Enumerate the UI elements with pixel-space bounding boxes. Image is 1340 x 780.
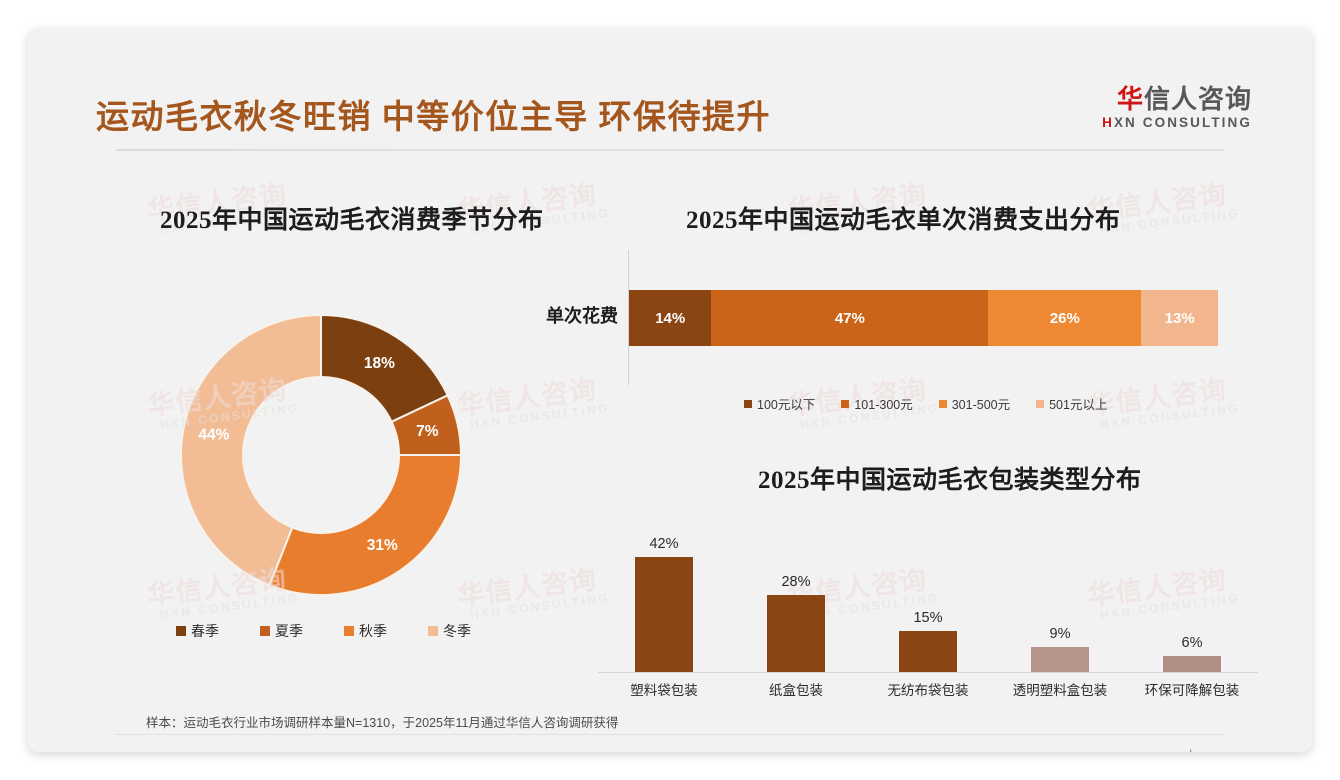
bar-value-label: 9% [1049, 626, 1071, 643]
legend-swatch-icon [841, 399, 850, 408]
stacked-bar-segment[interactable]: 26% [988, 290, 1142, 346]
logo-cn-accent: 华 [1116, 85, 1144, 114]
bar-column[interactable]: 42% [598, 513, 730, 672]
stacked-chart-category-label: 单次花费 [546, 306, 618, 326]
bar-chart-columns: 42% 28% 15% 9% 6% [598, 513, 1258, 672]
stacked-chart-legend: 100元以下 101-300元 301-500元 501元以上 [744, 394, 1107, 413]
donut-chart-title: 2025年中国运动毛衣消费季节分布 [160, 207, 544, 234]
donut-slice[interactable] [180, 313, 322, 587]
bar-chart-title: 2025年中国运动毛衣包装类型分布 [758, 467, 1142, 494]
legend-item[interactable]: 100元以下 [744, 394, 815, 413]
donut-chart-legend: 春季 夏季 秋季 冬季 [176, 621, 471, 641]
stacked-bar-chart: 单次花费 14% 47% 26% 13% [546, 250, 1228, 385]
bar-chart-baseline [598, 672, 1258, 673]
logo-en-rest: XN CONSULTING [1113, 115, 1252, 131]
legend-label: 春季 [191, 623, 219, 639]
legend-label: 100元以下 [757, 398, 816, 412]
bar-rect [899, 630, 957, 672]
legend-item[interactable]: 101-300元 [841, 394, 913, 413]
logo-chinese-text: 华信人咨询 [1102, 86, 1252, 113]
copyright-text: ©2026.1 HXR华信人咨询 [128, 748, 268, 752]
legend-swatch-icon [938, 399, 947, 408]
legend-item[interactable]: 冬季 [428, 621, 471, 641]
legend-swatch-icon [744, 399, 752, 408]
bar-category-label: 塑料袋包装 [630, 683, 698, 698]
bar-chart-category-labels: 塑料袋包装 纸盒包装 无纺布袋包装 透明塑料盒包装 环保可降解包装 [598, 679, 1258, 699]
legend-swatch-icon [1036, 399, 1045, 408]
donut-slice[interactable] [268, 454, 463, 596]
bar-value-label: 28% [781, 574, 811, 590]
slide-footer: ©2026.1 HXR华信人咨询 www.hxrcon.com [28, 742, 1312, 752]
bar-category-label: 无纺布袋包装 [887, 683, 969, 698]
website-text: www.hxrcon.com [1160, 748, 1254, 752]
slide-canvas: 华信人咨询 HXN CONSULTING 华信人咨询 HXN CONSULTING 华信… [28, 28, 1312, 752]
bar-category-label: 纸盒包装 [769, 683, 823, 698]
watermark: 华信人咨询 HXN CONSULTING [455, 374, 611, 433]
page-title: 运动毛衣秋冬旺销 中等价位主导 环保待提升 [96, 100, 771, 136]
legend-swatch-icon [176, 626, 186, 636]
legend-item[interactable]: 501元以上 [1036, 394, 1107, 413]
donut-chart-svg: 18% 7% 31% 44% [180, 313, 463, 596]
donut-slice-value: 7% [416, 423, 439, 440]
bar-column[interactable]: 28% [730, 513, 862, 672]
stacked-bar-segment[interactable]: 47% [711, 290, 989, 346]
bar-chart: 42% 28% 15% 9% 6% [598, 513, 1258, 673]
legend-label: 301-500元 [951, 398, 1011, 412]
legend-label: 秋季 [359, 623, 387, 639]
donut-slice-value: 31% [367, 537, 398, 554]
donut-slice-value: 44% [198, 427, 229, 444]
legend-swatch-icon [344, 626, 354, 636]
bar-column[interactable]: 15% [862, 513, 994, 672]
slide-header: 运动毛衣秋冬旺销 中等价位主导 环保待提升 华信人咨询 HXN CONSULTI… [28, 28, 1312, 146]
logo-cn-rest: 信人咨询 [1143, 85, 1252, 114]
sample-note: 样本：运动毛衣行业市场调研样本量N=1310，于2025年11月通过华信人咨询调… [146, 716, 619, 730]
donut-slice-value: 18% [364, 355, 395, 372]
legend-item[interactable]: 秋季 [344, 621, 387, 641]
bar-value-label: 15% [913, 609, 943, 626]
bar-rect [635, 556, 693, 672]
legend-swatch-icon [260, 626, 270, 636]
watermark: 华信人咨询 HXN CONSULTING [455, 564, 611, 623]
bar-column[interactable]: 9% [994, 513, 1126, 672]
bar-rect [1163, 655, 1221, 672]
bar-rect [767, 595, 825, 672]
legend-label: 101-300元 [854, 398, 913, 412]
bar-category-label: 环保可降解包装 [1144, 683, 1240, 698]
donut-slices [180, 313, 463, 596]
legend-swatch-icon [428, 626, 438, 636]
legend-item[interactable]: 301-500元 [938, 394, 1011, 413]
bar-value-label: 6% [1181, 634, 1203, 651]
stacked-bar-row: 14% 47% 26% 13% [629, 290, 1218, 346]
logo-en-accent: H [1102, 115, 1114, 131]
legend-label: 夏季 [275, 623, 303, 639]
legend-label: 501元以上 [1049, 398, 1108, 412]
bar-rect [1031, 647, 1089, 672]
donut-value-labels: 18% 7% 31% 44% [198, 355, 438, 554]
bar-value-label: 42% [649, 535, 679, 552]
header-divider [116, 149, 1224, 151]
company-logo: 华信人咨询 HXN CONSULTING [1102, 86, 1252, 130]
legend-label: 冬季 [443, 623, 471, 639]
legend-item[interactable]: 春季 [176, 621, 219, 641]
stacked-bar-segment[interactable]: 14% [629, 290, 712, 346]
stacked-bar-segment[interactable]: 13% [1141, 290, 1218, 346]
donut-chart: 18% 7% 31% 44% [176, 310, 466, 600]
stacked-chart-title: 2025年中国运动毛衣单次消费支出分布 [686, 207, 1121, 234]
bar-category-label: 透明塑料盒包装 [1012, 683, 1108, 698]
bar-column[interactable]: 6% [1126, 513, 1258, 672]
stacked-chart-axis-line [628, 250, 629, 385]
logo-english-text: HXN CONSULTING [1102, 116, 1252, 130]
legend-item[interactable]: 夏季 [260, 621, 303, 641]
footer-divider [116, 734, 1224, 735]
donut-slice[interactable] [320, 313, 450, 424]
